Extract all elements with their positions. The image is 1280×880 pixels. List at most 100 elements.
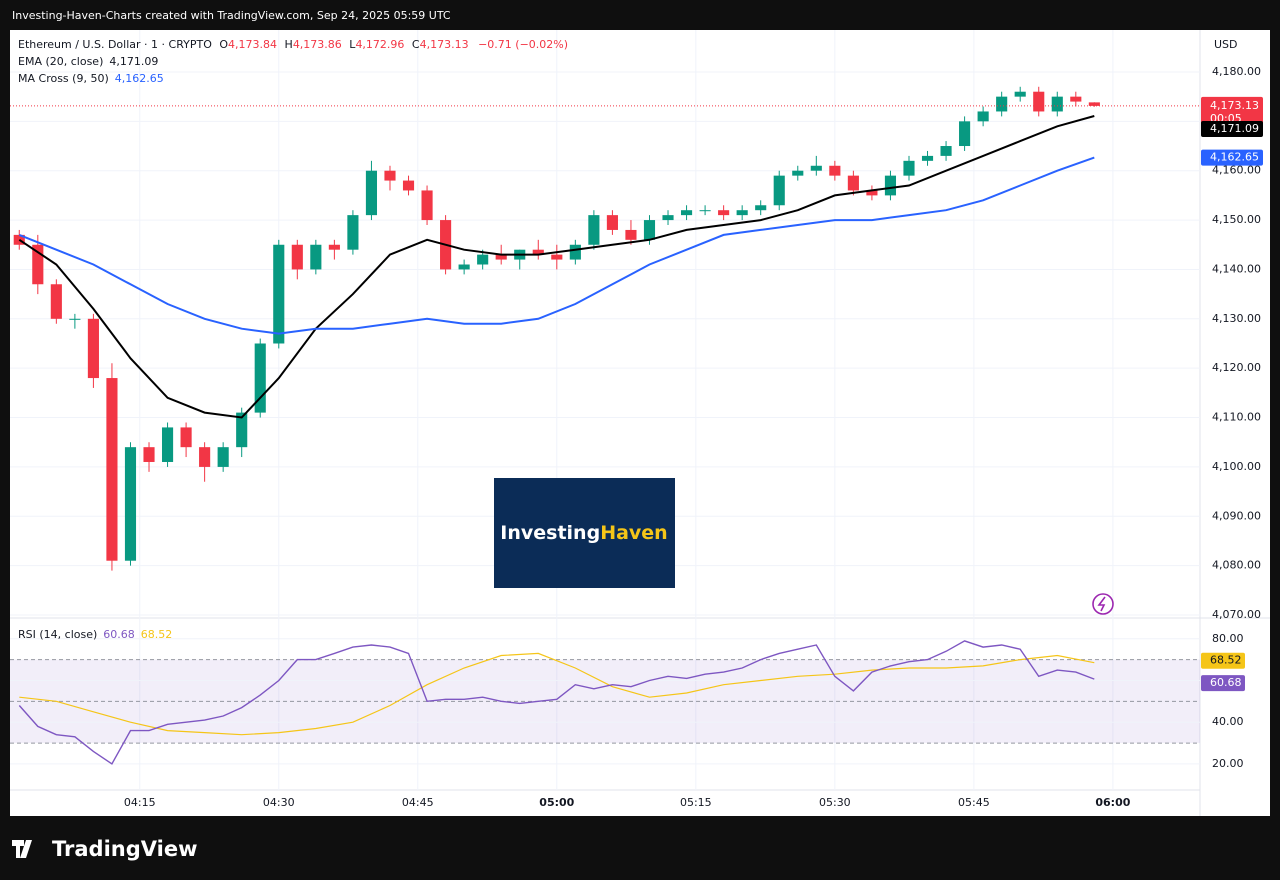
x-tick-label: 05:30 <box>819 796 851 809</box>
y-tick-label: 4,100.00 <box>1212 460 1261 473</box>
candle-body <box>254 343 266 413</box>
icon-bolt <box>1097 596 1106 612</box>
logo-part2: Haven <box>600 522 668 544</box>
candle-body <box>532 249 544 255</box>
candle-body <box>87 318 99 379</box>
legend: Ethereum / U.S. Dollar · 1 · CRYPTO O4,1… <box>18 38 568 641</box>
candle-body <box>810 165 822 171</box>
candle-body <box>347 215 359 250</box>
tv-icon <box>12 840 32 858</box>
y-tick-label: 4,120.00 <box>1212 361 1261 374</box>
series-tag <box>1201 652 1245 669</box>
candle-body <box>718 210 730 216</box>
rsi-legend: RSI (14, close) 60.68 68.52 <box>18 628 172 641</box>
symbol: Ethereum / U.S. Dollar · 1 · CRYPTO <box>18 38 212 51</box>
series-tag-label: 4,171.09 <box>1210 122 1259 135</box>
x-tick-label: 05:45 <box>958 796 990 809</box>
ema-line <box>18 115 1095 419</box>
candle-body <box>606 215 618 230</box>
rsi-name: RSI (14, close) <box>18 628 97 641</box>
grid <box>10 30 1200 790</box>
series-tag <box>1201 675 1245 692</box>
candle-body <box>959 121 971 147</box>
candle-body <box>32 244 44 285</box>
l-key: L <box>349 38 356 51</box>
c-key: C <box>412 38 420 51</box>
y-tick-label: 20.00 <box>1212 757 1244 770</box>
candle-body <box>421 190 433 221</box>
series-tag <box>1201 120 1263 137</box>
candle-body <box>625 229 637 240</box>
candle-body <box>458 264 470 270</box>
candle-body <box>1088 102 1100 106</box>
candle-body <box>1070 96 1082 102</box>
candle-body <box>662 215 674 221</box>
y-tick-label: 4,130.00 <box>1212 312 1261 325</box>
series-tag-label: 60.68 <box>1210 676 1242 689</box>
candle-body <box>124 447 137 561</box>
x-tick-label: 04:45 <box>402 796 434 809</box>
replay-icon[interactable] <box>1092 593 1114 615</box>
candle-body <box>755 205 767 211</box>
logo-box <box>494 478 675 588</box>
y-tick-label: 4,140.00 <box>1212 262 1261 275</box>
candle-body <box>199 447 211 467</box>
candle-body <box>161 427 174 462</box>
candle-body <box>1033 91 1045 112</box>
ema-legend: EMA (20, close) 4,171.09 <box>18 55 158 68</box>
rsi-line <box>18 640 1095 765</box>
candle-body <box>495 254 507 260</box>
ma-name: MA Cross (9, 50) <box>18 72 109 85</box>
candle-body <box>13 234 25 245</box>
ma-line <box>18 156 1095 335</box>
logo: InvestingHaven <box>500 522 667 544</box>
y-tick-label: 4,150.00 <box>1212 213 1261 226</box>
candle-body <box>217 447 229 467</box>
series-tag <box>1201 149 1263 166</box>
candle-body <box>273 244 285 344</box>
rsi-value: 60.68 <box>103 628 135 641</box>
last-price-label: 4,173.13 <box>1210 99 1259 112</box>
candle-body <box>180 427 192 448</box>
o: 4,173.84 <box>228 38 277 51</box>
candle-body <box>569 244 581 260</box>
candle-body <box>291 244 303 270</box>
candle-body <box>310 244 322 270</box>
h: 4,173.86 <box>293 38 342 51</box>
candle-body <box>680 210 693 216</box>
rsi-ma-value: 68.52 <box>141 628 173 641</box>
l: 4,172.96 <box>355 38 404 51</box>
legend-line: Ethereum / U.S. Dollar · 1 · CRYPTO O4,1… <box>18 38 568 51</box>
candle-body <box>884 175 897 196</box>
candle-body <box>106 378 118 561</box>
y-tick-label: 4,110.00 <box>1212 411 1261 424</box>
candle-body <box>699 210 711 212</box>
candle-body <box>643 220 656 240</box>
candle-body <box>736 210 748 216</box>
rsi-ma-line <box>19 652 1095 736</box>
plot <box>10 86 1200 765</box>
candle-body <box>829 165 841 176</box>
candle-body <box>588 215 600 245</box>
change: −0.71 (−0.02%) <box>478 38 568 51</box>
o-key: O <box>219 38 228 51</box>
series-tag-label: 68.52 <box>1210 654 1242 667</box>
ma-value: 4,162.65 <box>115 72 164 85</box>
candle-body <box>847 175 859 191</box>
candle-body <box>69 318 81 320</box>
x-tick-label: 04:30 <box>263 796 295 809</box>
candle-body <box>866 190 878 196</box>
y-tick-label: 4,090.00 <box>1212 509 1261 522</box>
footer-logo: TradingView <box>12 837 197 861</box>
last-price-tag <box>1201 96 1263 127</box>
candle-body <box>143 447 155 462</box>
candle-body <box>792 170 804 176</box>
x-tick-label: 05:15 <box>680 796 712 809</box>
candle-body <box>236 412 248 448</box>
y-tick-label: 4,180.00 <box>1212 65 1261 78</box>
ma-legend: MA Cross (9, 50) 4,162.65 <box>18 72 164 85</box>
candle-body <box>402 180 415 191</box>
y-tick-label: 4,160.00 <box>1212 164 1261 177</box>
